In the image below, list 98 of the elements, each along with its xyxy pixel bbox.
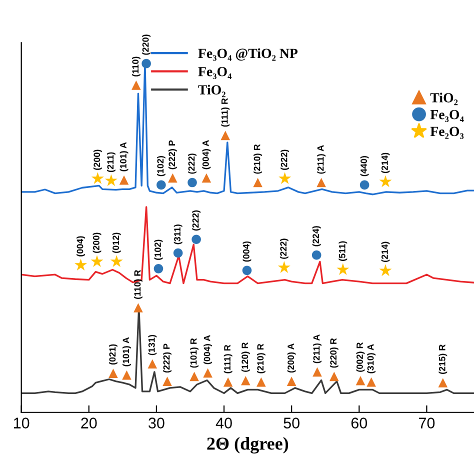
point <box>379 175 392 188</box>
point <box>91 172 104 184</box>
annotation: (224) <box>312 226 321 246</box>
annotation: (102) <box>156 156 166 176</box>
annotation: (211) <box>106 152 116 172</box>
point <box>142 58 151 68</box>
annotation: (110) <box>132 56 140 76</box>
point <box>242 266 252 276</box>
point <box>108 368 118 378</box>
point <box>104 174 118 186</box>
point <box>168 173 178 183</box>
point <box>148 359 158 369</box>
annotation: (200) A <box>287 343 296 373</box>
point <box>192 234 201 244</box>
annotation: (200) <box>93 150 102 170</box>
point <box>286 376 296 386</box>
point <box>202 173 212 183</box>
annotation: (021) <box>109 344 118 365</box>
point <box>360 180 370 190</box>
annotation: (101) A <box>120 142 128 172</box>
annotation: (310) A <box>367 344 376 374</box>
point <box>156 180 166 190</box>
point <box>132 80 141 90</box>
annotation: (311) <box>174 224 182 244</box>
point <box>366 377 376 387</box>
point <box>336 263 350 276</box>
annotation: (004) <box>242 241 252 262</box>
point <box>220 130 230 140</box>
point <box>90 255 104 268</box>
point <box>278 172 292 184</box>
point <box>203 368 212 378</box>
annotation: (102) <box>154 240 163 260</box>
annotation: (222) P <box>168 140 177 170</box>
x-tick-label: 40 <box>216 418 232 428</box>
legend-label: Fe₃O₄ <box>198 66 232 80</box>
point <box>316 178 326 188</box>
annotation: (214) <box>381 152 390 174</box>
annotation: (440) <box>360 156 369 176</box>
annotation: (101) A <box>122 337 131 366</box>
point <box>256 377 266 387</box>
point <box>438 378 448 388</box>
x-tick-label: 20 <box>81 418 97 428</box>
point <box>154 264 164 274</box>
annotation: (110) R <box>134 270 142 299</box>
annotation: (211) A <box>317 145 326 174</box>
annotation: (200) <box>92 232 102 253</box>
point <box>253 178 262 188</box>
annotation: (220) R <box>330 338 338 368</box>
annotation: (211) A <box>313 334 322 364</box>
legend-label: Fe₃O₄ @TiO₂ NP <box>198 48 298 61</box>
point <box>134 303 143 312</box>
point <box>240 376 250 386</box>
annotation: (511) <box>338 241 348 261</box>
annotation: (131) <box>148 334 157 356</box>
annotation: (210) R <box>256 344 266 374</box>
annotation: (222) P <box>163 344 172 373</box>
annotation: (101) R <box>190 338 198 368</box>
annotation: (012) <box>112 232 121 253</box>
annotation: (120) R <box>241 342 250 372</box>
legend-label: TiO₂ <box>430 92 458 106</box>
legend-label: TiO₂ <box>198 84 226 98</box>
annotation: (004) A <box>202 140 211 170</box>
x-tick-label: 30 <box>148 418 164 428</box>
point <box>312 367 322 377</box>
annotation: (220) <box>142 34 151 55</box>
x-tick-label: 60 <box>351 418 368 428</box>
point <box>223 377 233 387</box>
point <box>74 258 88 271</box>
point <box>278 261 290 273</box>
legend-label: Fe₂O₃ <box>430 126 464 139</box>
x-tick-label: 70 <box>418 418 435 428</box>
legend-label: Fe₃O₄ <box>430 110 464 122</box>
annotation: (222) <box>280 238 288 259</box>
annotation: (210) R <box>254 144 262 174</box>
annotation: (004) A <box>204 335 212 364</box>
annotation: (111) R <box>224 344 232 374</box>
point <box>312 250 322 260</box>
point <box>110 255 123 268</box>
annotation: (222) <box>280 150 290 170</box>
annotation: (002) R <box>356 342 365 372</box>
x-tick-label: 10 <box>14 418 30 428</box>
annotation: (222) <box>188 154 196 174</box>
x-tick-label: 50 <box>284 418 300 428</box>
annotation: (222) <box>192 210 201 231</box>
point <box>188 178 197 188</box>
point <box>329 372 339 382</box>
point <box>356 376 366 386</box>
point <box>162 376 172 386</box>
point <box>379 264 392 276</box>
x-axis-title: 2Θ (dgree) <box>207 437 288 454</box>
annotation: (214) <box>381 242 390 262</box>
annotation: (111) R <box>221 98 230 127</box>
point <box>122 370 132 380</box>
point <box>190 372 199 382</box>
point <box>119 175 129 185</box>
point <box>173 248 183 258</box>
annotation: (004) <box>76 236 85 256</box>
annotation: (215) R <box>438 344 448 374</box>
